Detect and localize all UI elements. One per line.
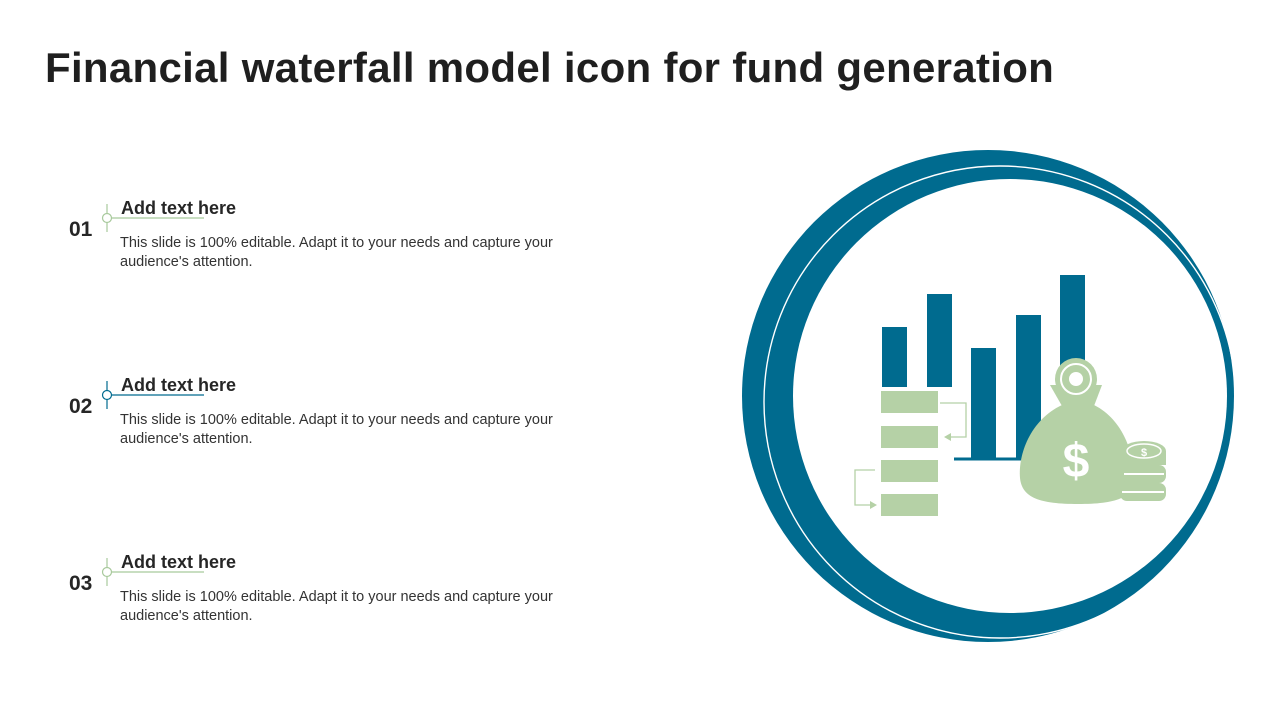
flow-arrow-icon (854, 469, 877, 509)
item-description: This slide is 100% editable. Adapt it to… (120, 412, 553, 447)
connector-marker (101, 558, 204, 586)
stacked-blocks-icon (881, 391, 938, 516)
coin-stack-icon: $ (1120, 441, 1166, 501)
item-number: 03 (69, 572, 93, 595)
item-description: This slide is 100% editable. Adapt it to… (120, 235, 553, 270)
connector-marker (101, 204, 204, 232)
item-number: 02 (69, 395, 93, 418)
coin-dollar-sign: $ (1141, 447, 1147, 459)
flow-arrow-icon (940, 402, 967, 441)
slide-title: Financial waterfall model icon for fund … (45, 44, 1055, 91)
list-item-03: 03 Add text here This slide is 100% edit… (0, 544, 640, 654)
item-heading: Add text here (121, 198, 237, 218)
connector-marker (101, 381, 204, 409)
money-bag-icon: $ (1019, 358, 1134, 504)
dollar-sign: $ (1063, 435, 1090, 488)
fund-generation-illustration: $ $ (742, 150, 1237, 642)
item-number: 01 (69, 218, 93, 241)
list-item-02: 02 Add text here This slide is 100% edit… (0, 367, 640, 477)
item-heading: Add text here (121, 552, 237, 572)
item-description: This slide is 100% editable. Adapt it to… (120, 589, 553, 624)
item-heading: Add text here (121, 375, 237, 395)
list-item-01: 01 Add text here This slide is 100% edit… (0, 190, 640, 300)
